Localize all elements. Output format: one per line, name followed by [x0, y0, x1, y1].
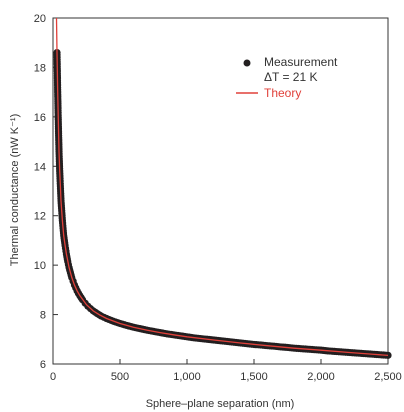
plot-area: [53, 17, 392, 359]
legend: Measurement ΔT = 21 K Theory: [236, 55, 338, 100]
legend-measurement-label: Measurement: [264, 55, 338, 69]
y-axis: 6 8 10 12 14 16 18 20: [34, 13, 58, 371]
y-tick-label: 18: [34, 62, 46, 74]
y-axis-label: Thermal conductance (nW K⁻¹): [9, 114, 21, 267]
x-axis-label: Sphere–plane separation (nm): [146, 398, 295, 410]
x-tick-label: 1,500: [240, 371, 268, 383]
y-tick-label: 16: [34, 112, 46, 124]
x-tick-label: 0: [50, 371, 56, 383]
legend-measurement-marker: [243, 59, 251, 67]
y-tick-label: 8: [40, 310, 46, 322]
legend-measurement-sublabel: ΔT = 21 K: [264, 70, 318, 84]
y-tick-label: 6: [40, 359, 46, 371]
y-tick-label: 10: [34, 260, 46, 272]
y-tick-label: 12: [34, 211, 46, 223]
x-tick-label: 1,000: [173, 371, 201, 383]
legend-theory-label: Theory: [264, 86, 301, 100]
y-tick-label: 14: [34, 161, 46, 173]
y-tick-label: 20: [34, 13, 46, 25]
measurement-series: [53, 49, 392, 359]
x-axis: 0 500 1,000 1,500 2,000 2,500: [50, 359, 402, 383]
x-tick-label: 500: [111, 371, 129, 383]
x-tick-label: 2,500: [374, 371, 402, 383]
x-tick-label: 2,000: [307, 371, 335, 383]
theory-line: [55, 17, 389, 357]
plot-frame: [52, 17, 389, 365]
